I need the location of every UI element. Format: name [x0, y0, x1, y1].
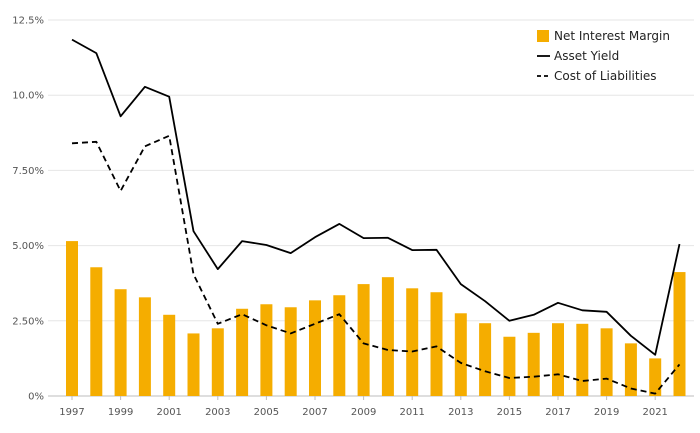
bar-net-interest-margin	[600, 328, 613, 396]
bar-net-interest-margin	[357, 284, 370, 396]
bar-net-interest-margin	[454, 313, 467, 396]
x-tick-label: 2017	[545, 407, 570, 418]
bar-net-interest-margin	[649, 358, 662, 396]
y-tick-label: 2.50%	[12, 316, 44, 327]
legend-label: Net Interest Margin	[554, 29, 670, 43]
bar-series-net-interest-margin	[66, 241, 686, 396]
bar-net-interest-margin	[284, 307, 297, 396]
y-tick-label: 12.5%	[12, 16, 44, 27]
x-tick-label: 2001	[156, 407, 181, 418]
bar-net-interest-margin	[138, 297, 151, 396]
legend-item: Asset Yield	[537, 49, 619, 63]
line-series	[71, 38, 681, 395]
x-tick-label: 1999	[108, 407, 133, 418]
x-tick-label: 2013	[448, 407, 473, 418]
bar-net-interest-margin	[552, 323, 564, 396]
legend-item: Cost of Liabilities	[537, 69, 657, 83]
bar-net-interest-margin	[187, 333, 200, 396]
bar-net-interest-margin	[503, 336, 516, 396]
x-tick-label: 2007	[302, 407, 327, 418]
y-tick-label: 0%	[28, 392, 44, 403]
x-tick-label: 2009	[351, 407, 376, 418]
legend-label: Cost of Liabilities	[554, 69, 657, 83]
bar-net-interest-margin	[211, 328, 224, 396]
bar-net-interest-margin	[406, 288, 419, 396]
bar-net-interest-margin	[479, 323, 492, 396]
axes: 0% 2.50% 5.00% 7.50% 10.0% 12.5% 1997 1999 2001 2…	[12, 16, 668, 419]
line-asset-yield	[71, 38, 681, 356]
legend-label: Asset Yield	[554, 49, 619, 63]
bar-net-interest-margin	[114, 289, 127, 396]
x-tick-label: 2011	[399, 407, 424, 418]
y-tick-label: 7.50%	[12, 166, 44, 177]
bar-net-interest-margin	[333, 295, 346, 396]
x-tick-label: 2003	[205, 407, 230, 418]
bar-net-interest-margin	[66, 241, 78, 396]
x-tick-label: 2019	[594, 407, 619, 418]
x-tick-label: 2021	[642, 407, 667, 418]
y-tick-label: 10.0%	[12, 91, 44, 102]
bar-net-interest-margin	[624, 343, 637, 396]
bar-net-interest-margin	[309, 300, 321, 396]
bar-net-interest-margin	[673, 272, 686, 396]
y-tick-label: 5.00%	[12, 241, 44, 252]
bar-net-interest-margin	[381, 277, 394, 396]
legend-item: Net Interest Margin	[537, 29, 670, 43]
x-tick-label: 2005	[254, 407, 279, 418]
line-cost-of-liabilities	[71, 134, 681, 395]
bar-net-interest-margin	[90, 267, 103, 396]
bar-net-interest-margin	[576, 323, 589, 396]
legend: Net Interest Margin Asset Yield Cost of Li…	[537, 29, 670, 83]
x-tick-label: 2015	[497, 407, 522, 418]
bar-net-interest-margin	[260, 304, 273, 396]
bar-net-interest-margin	[527, 332, 540, 396]
bar-net-interest-margin	[236, 308, 249, 396]
legend-swatch	[537, 30, 549, 42]
x-tick-label: 1997	[59, 407, 84, 418]
bar-net-interest-margin	[163, 314, 176, 396]
bar-net-interest-margin	[430, 292, 443, 396]
